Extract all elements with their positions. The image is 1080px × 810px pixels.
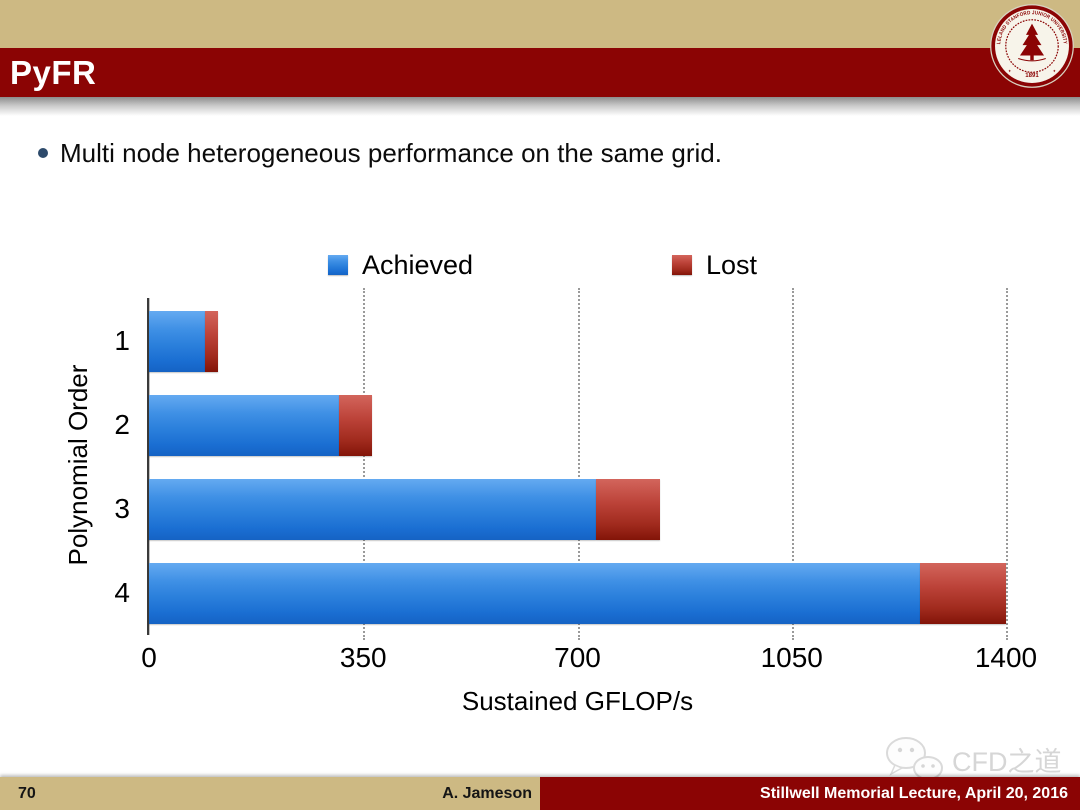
seal-star-right: ✦ bbox=[1053, 69, 1057, 74]
header-title-bar bbox=[0, 48, 1080, 97]
x-tick-label-1400: 1400 bbox=[974, 642, 1038, 673]
footer-lecture-title: Stillwell Memorial Lecture, April 20, 20… bbox=[760, 784, 1068, 802]
bar-achieved-order-3 bbox=[149, 479, 596, 540]
x-axis-title: Sustained GFLOP/s bbox=[461, 686, 694, 716]
seal-tree-icon bbox=[1019, 23, 1045, 61]
page-number: 70 bbox=[18, 784, 36, 802]
header-tan-band bbox=[0, 0, 1080, 48]
gridline-700 bbox=[577, 288, 580, 640]
legend-label-achieved: Achieved bbox=[362, 249, 474, 280]
legend-swatch-lost bbox=[672, 255, 692, 275]
bar-achieved-order-1 bbox=[149, 311, 206, 372]
footer-left-section: 70 A. Jameson bbox=[0, 777, 540, 810]
seal-year: 1891 bbox=[1025, 73, 1039, 79]
bar-lost-order-1 bbox=[205, 311, 219, 372]
bullet-icon bbox=[38, 148, 48, 158]
footer: 70 A. Jameson Stillwell Memorial Lecture… bbox=[0, 777, 1080, 810]
legend-item-lost: Lost bbox=[672, 249, 758, 280]
watermark: CFD之道 bbox=[884, 736, 1062, 783]
y-axis-line bbox=[147, 298, 149, 635]
x-tick-label-350: 350 bbox=[339, 642, 387, 673]
x-tick-label-700: 700 bbox=[554, 642, 601, 673]
x-tick-label-1050: 1050 bbox=[760, 642, 823, 673]
bar-lost-order-4 bbox=[920, 563, 1006, 624]
legend-item-achieved: Achieved bbox=[328, 249, 474, 280]
gridline-1400 bbox=[1006, 288, 1008, 640]
bar-achieved-order-4 bbox=[149, 563, 921, 624]
legend-swatch-achieved bbox=[328, 255, 348, 275]
wechat-icon bbox=[886, 737, 944, 783]
bar-lost-order-2 bbox=[338, 395, 373, 456]
y-tick-label-1: 1 bbox=[114, 324, 130, 356]
bar-lost-order-3 bbox=[595, 479, 661, 540]
bullet-row: Multi node heterogeneous performance on … bbox=[38, 138, 722, 169]
footer-right-section: Stillwell Memorial Lecture, April 20, 20… bbox=[540, 777, 1080, 810]
header-shadow bbox=[0, 97, 1080, 116]
y-tick-label-2: 2 bbox=[114, 408, 130, 440]
seal-star-left: ✦ bbox=[1008, 69, 1012, 74]
x-tick-label-0: 0 bbox=[141, 642, 157, 673]
gridline-350 bbox=[363, 288, 366, 640]
bar-achieved-order-2 bbox=[149, 395, 339, 456]
legend-label-lost: Lost bbox=[706, 249, 758, 280]
gridline-1050 bbox=[791, 288, 794, 640]
footer-author: A. Jameson bbox=[442, 784, 532, 802]
stanford-seal-icon: LELAND STANFORD JUNIOR UNIVERSITY 1891 ✦… bbox=[990, 4, 1074, 88]
y-tick-label-4: 4 bbox=[114, 576, 130, 608]
y-tick-label-3: 3 bbox=[114, 492, 130, 524]
slide-title: PyFR bbox=[10, 53, 97, 91]
bullet-text: Multi node heterogeneous performance on … bbox=[60, 138, 722, 168]
watermark-text: CFD之道 bbox=[952, 747, 1062, 777]
